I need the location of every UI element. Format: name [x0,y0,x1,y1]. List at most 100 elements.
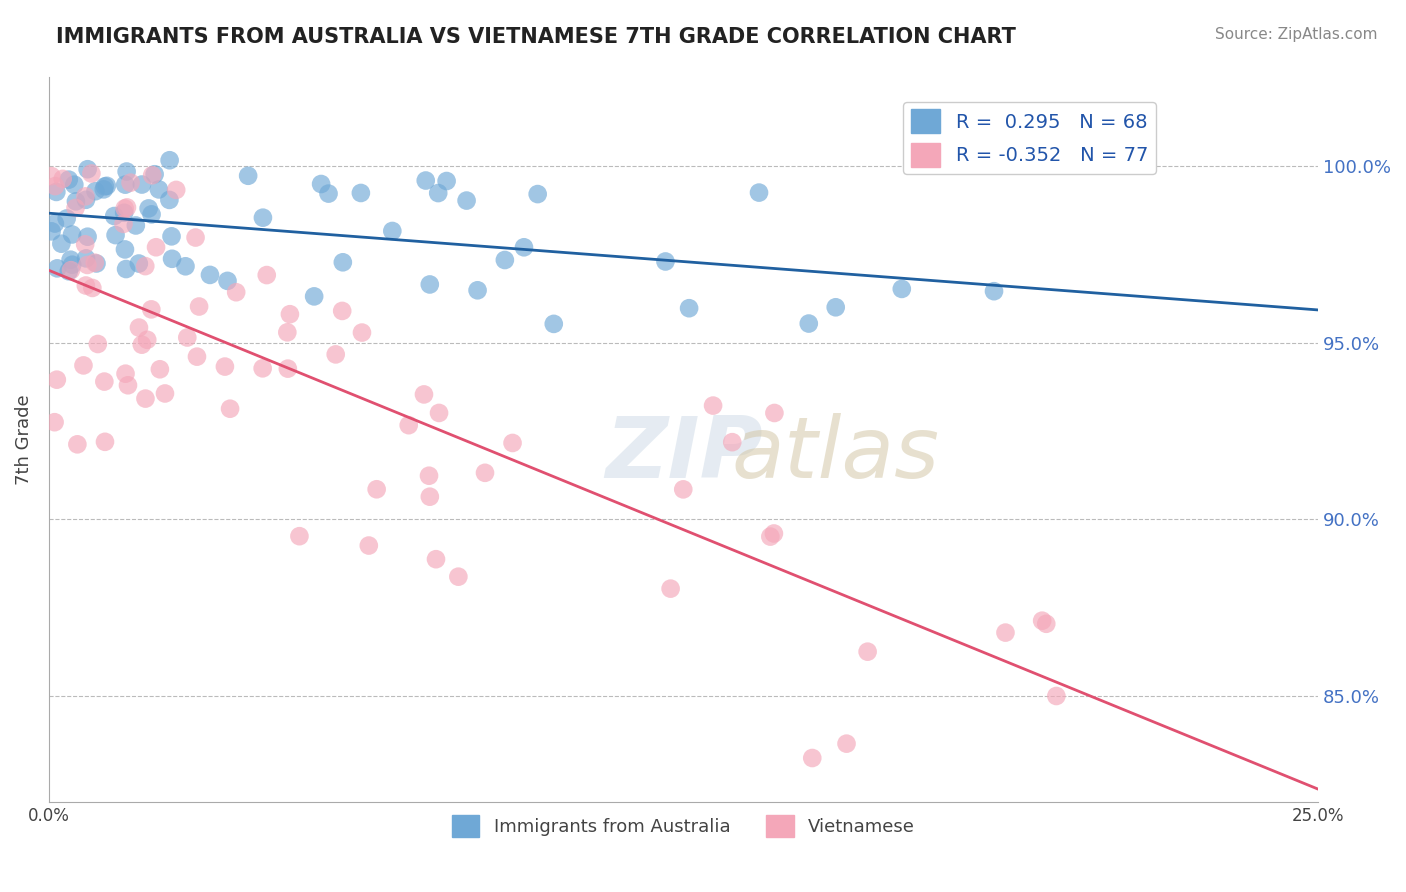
Vietnamese [115,201,138,215]
Immigrants from Australia [128,256,150,270]
Vietnamese [425,552,447,566]
Immigrants from Australia [174,260,197,274]
Immigrants from Australia [436,174,458,188]
Immigrants from Australia [41,224,63,238]
Immigrants from Australia [332,255,354,269]
Immigrants from Australia [84,184,107,198]
Vietnamese [80,166,103,180]
Vietnamese [114,367,136,381]
Immigrants from Australia [86,256,108,270]
Vietnamese [131,337,153,351]
Immigrants from Australia [65,194,87,209]
Vietnamese [65,201,87,215]
Vietnamese [419,490,441,504]
Immigrants from Australia [318,186,340,201]
Vietnamese [44,415,66,429]
Vietnamese [145,240,167,254]
Vietnamese [82,281,104,295]
Immigrants from Australia [96,178,118,193]
Vietnamese [427,406,450,420]
Vietnamese [153,386,176,401]
Immigrants from Australia [115,164,138,178]
Vietnamese [72,359,94,373]
Immigrants from Australia [143,167,166,181]
Vietnamese [357,539,380,553]
Immigrants from Australia [141,207,163,221]
Immigrants from Australia [217,274,239,288]
Vietnamese [149,362,172,376]
Legend: Immigrants from Australia, Vietnamese: Immigrants from Australia, Vietnamese [446,807,922,844]
Text: atlas: atlas [733,413,939,496]
Vietnamese [252,361,274,376]
Vietnamese [83,255,105,269]
Immigrants from Australia [236,169,259,183]
Immigrants from Australia [890,282,912,296]
Immigrants from Australia [58,172,80,186]
Vietnamese [763,406,786,420]
Immigrants from Australia [44,217,66,231]
Immigrants from Australia [115,262,138,277]
Immigrants from Australia [75,252,97,266]
Text: IMMIGRANTS FROM AUSTRALIA VS VIETNAMESE 7TH GRADE CORRELATION CHART: IMMIGRANTS FROM AUSTRALIA VS VIETNAMESE … [56,27,1017,46]
Vietnamese [188,300,211,314]
Immigrants from Australia [456,194,478,208]
Text: Source: ZipAtlas.com: Source: ZipAtlas.com [1215,27,1378,42]
Vietnamese [176,330,198,344]
Immigrants from Australia [309,177,332,191]
Vietnamese [45,373,67,387]
Immigrants from Australia [103,209,125,223]
Immigrants from Australia [94,179,117,194]
Immigrants from Australia [748,186,770,200]
Vietnamese [659,582,682,596]
Vietnamese [1035,616,1057,631]
Immigrants from Australia [112,206,135,220]
Vietnamese [277,361,299,376]
Vietnamese [186,350,208,364]
Immigrants from Australia [381,224,404,238]
Vietnamese [762,526,785,541]
Vietnamese [278,307,301,321]
Immigrants from Australia [824,300,846,314]
Immigrants from Australia [198,268,221,282]
Vietnamese [398,418,420,433]
Vietnamese [184,230,207,244]
Vietnamese [330,304,353,318]
Vietnamese [702,399,724,413]
Immigrants from Australia [678,301,700,316]
Vietnamese [141,302,163,317]
Vietnamese [141,168,163,182]
Vietnamese [134,392,156,406]
Immigrants from Australia [76,229,98,244]
Vietnamese [225,285,247,300]
Immigrants from Australia [494,252,516,267]
Y-axis label: 7th Grade: 7th Grade [15,394,32,485]
Immigrants from Australia [76,162,98,177]
Vietnamese [76,258,98,272]
Immigrants from Australia [797,317,820,331]
Vietnamese [366,483,388,497]
Vietnamese [52,172,75,186]
Immigrants from Australia [55,211,77,226]
Immigrants from Australia [104,228,127,243]
Vietnamese [759,530,782,544]
Immigrants from Australia [983,284,1005,298]
Vietnamese [44,179,66,194]
Immigrants from Australia [415,173,437,187]
Vietnamese [112,217,135,231]
Immigrants from Australia [60,227,83,242]
Vietnamese [75,189,97,203]
Immigrants from Australia [60,258,83,272]
Vietnamese [214,359,236,374]
Vietnamese [413,387,436,401]
Vietnamese [94,434,117,449]
Vietnamese [994,625,1017,640]
Immigrants from Australia [51,236,73,251]
Vietnamese [1031,614,1053,628]
Vietnamese [672,483,695,497]
Vietnamese [87,337,110,351]
Vietnamese [856,645,879,659]
Vietnamese [276,326,298,340]
Vietnamese [835,737,858,751]
Immigrants from Australia [63,178,86,192]
Immigrants from Australia [160,229,183,244]
